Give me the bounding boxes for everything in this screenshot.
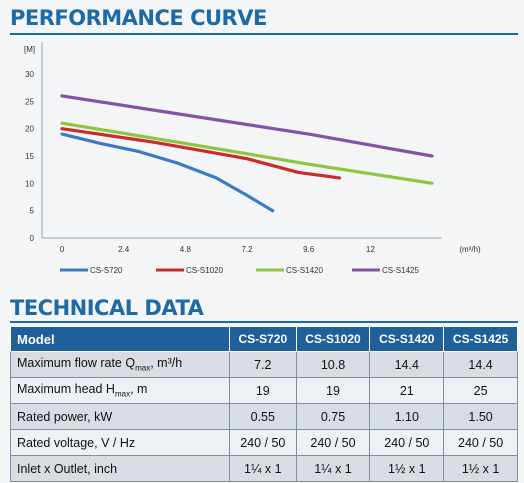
table-cell: 21: [369, 377, 445, 404]
x-tick-label: 2.4: [118, 245, 130, 254]
series-line-cs-s1425: [60, 94, 434, 158]
table-cell: 0.75: [295, 403, 371, 430]
table-row: Inlet x Outlet, inch 1¼ x 1 1¼ x 1 1½ x 1 1½…: [10, 455, 518, 482]
row-label: Maximum flow rate Qmax, m³/h: [10, 351, 230, 378]
header-cs-s1020: CS-S1020: [295, 326, 371, 352]
table-cell: 240 / 50: [369, 429, 445, 456]
series-line-cs-s1420: [60, 121, 434, 185]
table-cell: 14.4: [443, 351, 518, 378]
row-label: Rated power, kW: [10, 403, 230, 430]
legend-label: CS-S1020: [186, 266, 223, 275]
table-cell: 240 / 50: [295, 429, 371, 456]
table-cell: 14.4: [369, 351, 445, 378]
y-tick-label: 15: [25, 152, 34, 161]
row-label: Maximum head Hmax, m: [10, 377, 230, 404]
table-cell: 240 / 50: [443, 429, 518, 456]
table-row: Maximum flow rate Qmax, m³/h 7.2 10.8 14.4 1…: [10, 351, 518, 378]
performance-curve-title: PERFORMANCE CURVE: [10, 6, 267, 30]
header-model: Model: [10, 326, 230, 352]
legend-label: CS-S1420: [286, 266, 323, 275]
y-tick-label: 10: [25, 179, 34, 188]
table-cell: 1½ x 1: [443, 455, 518, 482]
table-cell: 19: [229, 377, 297, 404]
table-header-row: Model CS-S720 CS-S1020 CS-S1420 CS-S1425: [10, 326, 518, 352]
performance-chart: [M] 0 5 10 15 20 25 30 0 2.4 4.8 7.2 9.6 12 (m³/h) CS-…: [24, 42, 481, 275]
x-tick-label: 7.2: [241, 245, 253, 254]
y-tick-label: 25: [25, 97, 34, 106]
legend-label: CS-S720: [90, 266, 123, 275]
legend-label: CS-S1425: [382, 266, 419, 275]
x-tick-label: 12: [366, 245, 375, 254]
row-label-subscript: max: [135, 363, 151, 373]
y-tick-label: 20: [25, 125, 34, 134]
table-cell: 25: [443, 377, 518, 404]
table-cell: 240 / 50: [229, 429, 297, 456]
x-tick-label: 0: [60, 245, 65, 254]
header-cs-s1420: CS-S1420: [369, 326, 445, 352]
table-cell: 0.55: [229, 403, 297, 430]
table-cell: 19: [295, 377, 371, 404]
table-cell: 10.8: [295, 351, 371, 378]
table-row: Rated power, kW 0.55 0.75 1.10 1.50: [10, 403, 518, 430]
y-tick-label: 30: [25, 70, 34, 79]
row-label-subscript: max: [114, 389, 131, 399]
row-label: Rated voltage, V / Hz: [10, 429, 230, 456]
table-row: Rated voltage, V / Hz 240 / 50 240 / 50 240…: [10, 429, 518, 456]
series-line-cs-s1020: [60, 127, 342, 180]
y-tick-label: 5: [30, 207, 35, 216]
table-cell: 1¼ x 1: [229, 455, 297, 482]
x-tick-label: 9.6: [303, 245, 315, 254]
x-axis-label: (m³/h): [459, 245, 481, 254]
row-label: Inlet x Outlet, inch: [10, 455, 230, 482]
y-tick-label: 0: [30, 234, 35, 243]
header-cs-s1425: CS-S1425: [443, 326, 518, 352]
title-divider: [10, 321, 518, 323]
y-axis-label: [M]: [24, 45, 35, 54]
x-tick-label: 4.8: [180, 245, 192, 254]
series-line-cs-s720: [60, 132, 275, 213]
table-cell: 1½ x 1: [369, 455, 445, 482]
technical-data-title: TECHNICAL DATA: [10, 296, 204, 320]
table-row: Maximum head Hmax, m 19 19 21 25: [10, 377, 518, 404]
table-cell: 1.10: [369, 403, 445, 430]
table-cell: 1.50: [443, 403, 518, 430]
technical-data-table: Model CS-S720 CS-S1020 CS-S1420 CS-S1425…: [10, 326, 518, 482]
table-cell: 1¼ x 1: [295, 455, 371, 482]
table-cell: 7.2: [229, 351, 297, 378]
title-divider: [10, 33, 518, 35]
header-cs-s720: CS-S720: [229, 326, 297, 352]
